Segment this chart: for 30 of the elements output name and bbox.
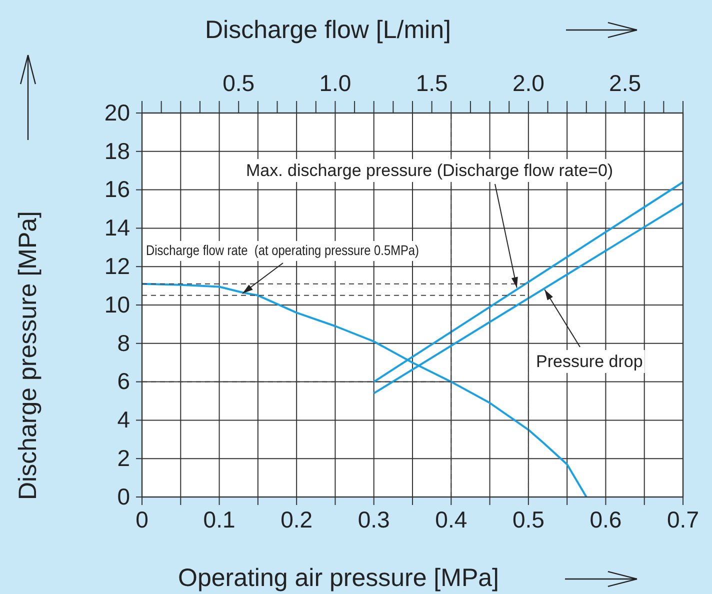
- annotation: Discharge flow rate (at operating pressure 0.5MPa): [146, 242, 419, 258]
- y-tick-label: 6: [117, 368, 130, 394]
- y-tick-label: 0: [117, 483, 130, 510]
- x-tick-label: 0.2: [280, 506, 313, 532]
- x-tick-label: 0.4: [435, 506, 468, 532]
- x-tick-label: 0.7: [667, 506, 699, 532]
- y-tick-label: 12: [104, 252, 130, 279]
- annotation: Max. discharge pressure (Discharge flow rate=0): [246, 161, 614, 180]
- x-tick-label: 0.1: [203, 506, 236, 532]
- y-tick-label: 20: [104, 99, 130, 126]
- y-tick-label: 8: [117, 330, 130, 356]
- y-tick-label: 10: [104, 291, 130, 318]
- x2-axis-title: Discharge flow [L/min]: [205, 16, 451, 44]
- x-tick-label: 0.6: [590, 506, 622, 532]
- y-tick-label: 4: [117, 406, 130, 433]
- x2-tick-label: 2.0: [512, 70, 544, 96]
- x-tick-label: 0: [136, 506, 148, 532]
- y-tick-label: 2: [117, 444, 130, 471]
- x2-tick-label: 0.5: [222, 70, 255, 96]
- x-axis-title: Operating air pressure [MPa]: [178, 564, 499, 592]
- annotation: Pressure drop: [536, 352, 643, 371]
- y-axis-title: Discharge pressure [MPa]: [14, 210, 42, 500]
- x-tick-label: 0.3: [358, 506, 390, 532]
- x2-tick-label: 1.5: [416, 70, 448, 96]
- y-tick-label: 16: [104, 176, 130, 202]
- x2-tick-label: 1.0: [319, 70, 352, 96]
- x2-tick-label: 2.5: [609, 70, 642, 96]
- y-tick-label: 18: [104, 138, 130, 164]
- x-tick-label: 0.5: [512, 506, 544, 532]
- y-tick-label: 14: [104, 214, 130, 241]
